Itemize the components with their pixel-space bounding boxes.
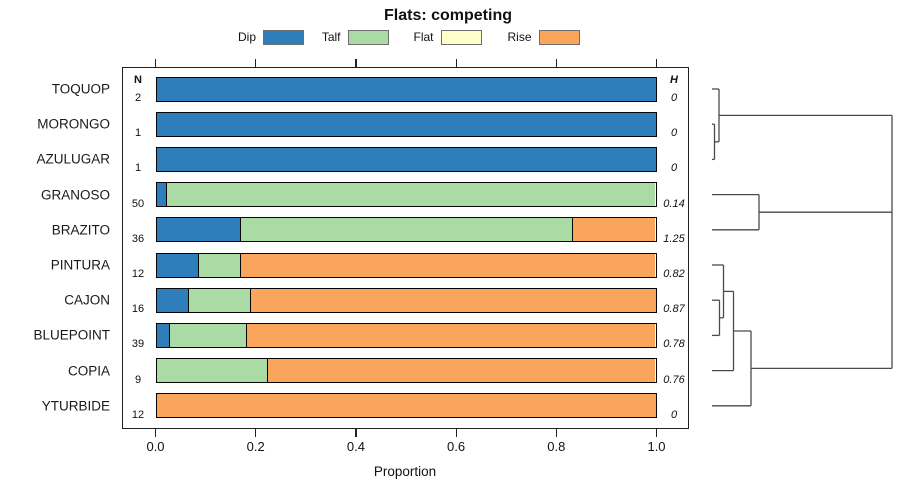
bar-segment-talf <box>187 288 251 312</box>
n-value: 36 <box>131 232 145 245</box>
row-label-pintura: PINTURA <box>50 257 110 273</box>
x-tick-bottom <box>255 428 257 437</box>
n-value: 16 <box>131 303 145 316</box>
h-value: 0 <box>670 127 678 140</box>
bar-segment-rise <box>572 218 656 242</box>
h-value: 0.78 <box>663 338 685 351</box>
n-value: 1 <box>134 127 142 140</box>
row-label-morongo: MORONGO <box>37 116 110 132</box>
bar-segment-rise <box>239 253 656 277</box>
x-tick-top <box>255 59 257 67</box>
legend: Dip Talf Flat Rise <box>0 0 900 50</box>
stacked-bar-morongo <box>155 111 657 137</box>
n-value: 2 <box>134 92 142 104</box>
n-value: 39 <box>131 338 145 351</box>
row-label-cajon: CAJON <box>64 292 110 308</box>
n-value: 1 <box>134 162 142 175</box>
h-value: 0.76 <box>663 373 685 386</box>
h-value: 0 <box>670 408 678 421</box>
stacked-bar-yturbide <box>155 393 657 419</box>
legend-swatch-flat <box>440 30 482 45</box>
x-tick-label: 0.6 <box>447 439 466 454</box>
bar-segment-talf <box>197 253 240 277</box>
bar-segment-rise <box>156 394 656 418</box>
stacked-bar-cajon <box>155 287 657 313</box>
x-tick-bottom <box>154 428 157 437</box>
bar-segment-dip <box>156 147 656 171</box>
bar-segment-rise <box>250 288 656 312</box>
n-value: 9 <box>134 373 142 386</box>
stacked-bar-toquop <box>155 76 657 102</box>
legend-label-talf: Talf <box>321 30 341 44</box>
h-value: 0.87 <box>663 303 685 316</box>
x-tick-bottom <box>455 428 457 437</box>
bar-segment-dip <box>156 183 167 207</box>
h-value: 0.14 <box>663 197 685 210</box>
legend-label-dip: Dip <box>237 30 256 44</box>
bar-segment-talf <box>169 323 246 347</box>
legend-swatch-rise <box>538 30 580 45</box>
h-value: 0.82 <box>663 268 685 280</box>
x-tick-top <box>455 59 457 67</box>
legend-swatch-talf <box>347 30 389 45</box>
chart-title: Flats: competing <box>383 7 513 24</box>
bar-segment-dip <box>156 323 170 347</box>
x-tick-label: 0.2 <box>246 439 265 454</box>
x-tick-top <box>555 59 557 67</box>
n-value: 12 <box>131 408 145 421</box>
row-label-yturbide: YTURBIDE <box>41 398 110 414</box>
bar-segment-dip <box>156 253 198 277</box>
h-value: 0 <box>670 92 678 104</box>
h-value: 0 <box>670 162 678 175</box>
stacked-bar-granoso <box>155 182 657 208</box>
legend-label-flat: Flat <box>413 30 434 44</box>
stacked-bar-pintura <box>155 252 657 278</box>
x-tick-top <box>355 59 357 67</box>
bar-segment-talf <box>239 218 573 242</box>
row-label-azulugar: AZULUGAR <box>36 151 110 167</box>
h-column-header: H <box>670 74 678 86</box>
row-label-bluepoint: BLUEPOINT <box>33 327 110 343</box>
bar-segment-dip <box>156 112 656 136</box>
stacked-bar-copia <box>155 358 657 384</box>
stacked-bar-bluepoint <box>155 322 657 348</box>
legend-label-rise: Rise <box>507 30 532 44</box>
bar-segment-talf <box>156 359 268 383</box>
n-value: 12 <box>131 268 145 280</box>
x-tick-label: 1.0 <box>647 439 666 454</box>
row-label-copia: COPIA <box>67 363 110 379</box>
bar-segment-dip <box>156 218 240 242</box>
x-tick-bottom <box>355 428 357 437</box>
bar-segment-dip <box>156 77 656 101</box>
bar-segment-dip <box>156 288 188 312</box>
plot-frame <box>122 67 689 429</box>
row-label-granoso: GRANOSO <box>40 187 110 203</box>
x-tick-label: 0.8 <box>547 439 566 454</box>
x-tick-bottom <box>655 428 658 437</box>
n-value: 50 <box>131 197 145 210</box>
legend-swatch-dip <box>263 30 304 45</box>
x-tick-label: 0.4 <box>346 439 365 454</box>
x-axis-title: Proportion <box>373 464 437 479</box>
x-tick-bottom <box>555 428 557 437</box>
stacked-bar-azulugar <box>155 146 657 172</box>
bar-segment-rise <box>267 359 656 383</box>
bar-segment-talf <box>166 183 656 207</box>
bar-segment-rise <box>246 323 656 347</box>
stacked-bar-brazito <box>155 217 657 243</box>
row-label-toquop: TOQUOP <box>51 81 110 97</box>
x-tick-top <box>154 59 157 67</box>
h-value: 1.25 <box>663 232 685 245</box>
x-tick-top <box>655 59 658 67</box>
row-label-brazito: BRAZITO <box>51 222 110 238</box>
x-tick-label: 0.0 <box>146 439 165 454</box>
n-column-header: N <box>134 74 142 86</box>
